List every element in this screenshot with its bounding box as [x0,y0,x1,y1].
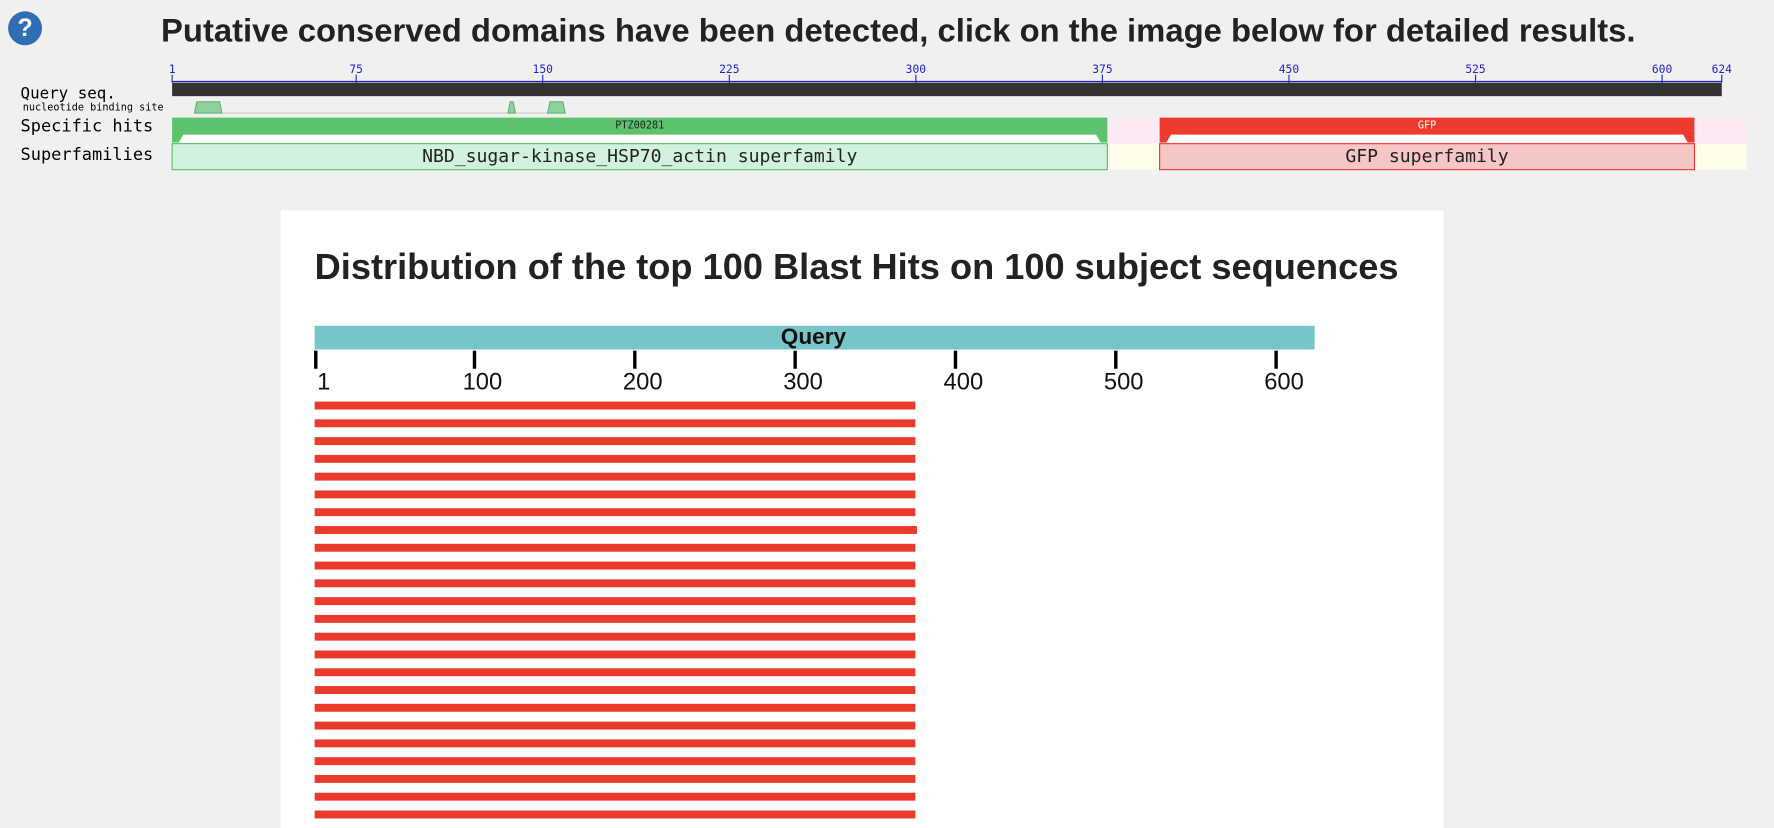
ruler-tick-label: 624 [1712,63,1733,76]
hit-bar[interactable] [314,437,916,446]
distribution-panel [280,210,1444,828]
ruler-tick-label: 75 [349,63,363,76]
distribution-title: Distribution of the top 100 Blast Hits o… [315,246,1399,287]
distribution-graphic[interactable]: Query 1 100 200 300 400 500 600 [314,324,1315,819]
help-icon[interactable] [8,11,43,46]
hit-bar[interactable] [314,454,916,463]
row-label: Query seq. [21,83,116,102]
hit-bar[interactable] [314,526,917,534]
hit-bar[interactable] [314,721,916,730]
hit-bar[interactable] [314,650,916,659]
hit-bar[interactable] [314,614,916,623]
ruler-tick-label: 225 [719,63,739,76]
query-bar [172,82,1722,97]
hit-bar[interactable] [314,561,916,570]
hit-bar[interactable] [314,810,916,819]
hit-bar[interactable] [314,792,916,801]
hit-bar[interactable] [314,686,916,694]
axis-tick-label: 200 [623,369,663,396]
specific-hit-label: GFP [1418,121,1436,132]
ruler-tick-label: 150 [533,63,554,76]
superfamily-label: GFP superfamily [1345,146,1508,167]
hit-bar[interactable] [314,597,916,606]
superfamily-label: NBD_sugar-kinase_HSP70_actin superfamily [422,146,857,167]
hit-bar[interactable] [314,490,916,499]
row-label: Specific hits [21,116,154,136]
hit-bar[interactable] [314,757,916,766]
ruler-tick-label: 375 [1092,63,1112,76]
query-label: Query [781,324,847,349]
superfamily[interactable] [171,143,1108,171]
hit-bar[interactable] [314,632,916,641]
specific-hit-label: PTZ00281 [615,121,664,132]
help-icon-text[interactable]: ? [17,14,32,42]
binding-site[interactable] [507,101,517,114]
binding-site[interactable] [193,101,223,114]
hit-bar[interactable] [314,703,916,712]
hit-bar[interactable] [314,739,916,748]
ruler-tick-label: 1 [169,63,176,76]
hit-bar[interactable] [314,419,916,428]
query-bar [314,325,1315,350]
specific-hit-notch [178,134,1101,143]
hit-bar[interactable] [314,508,916,517]
cdd-graphic[interactable]: 1 75 150 225 300 375 450 525 600 624 Query seq.nuc… [21,63,1747,171]
ruler-tick-label: 300 [906,63,927,76]
axis-tick-label: 400 [944,369,984,396]
hit-bar[interactable] [314,668,916,677]
ruler-tick-label: 525 [1465,63,1485,76]
axis-tick-label: 1 [317,369,330,396]
ruler-tick-label: 600 [1652,63,1673,76]
hit-bar[interactable] [314,472,916,481]
hit-bar[interactable] [314,401,916,410]
header: Putative conserved domains have been det… [161,11,1635,48]
axis-tick-label: 100 [463,369,503,396]
axis-tick-label: 300 [783,369,823,396]
axis-tick-label: 500 [1104,369,1144,396]
row-label: Superfamilies [21,144,154,164]
ruler-tick-label: 450 [1279,63,1300,76]
superfamily[interactable] [1159,143,1695,171]
axis-tick-label: 600 [1264,369,1304,396]
help-button[interactable]: ? [8,11,43,46]
row-label: nucleotide binding site [23,102,164,113]
hit-bar[interactable] [314,579,916,588]
specific-hit-notch [1166,134,1688,143]
hit-bar[interactable] [314,543,916,552]
hit-bar[interactable] [314,774,916,783]
binding-site[interactable] [547,101,566,114]
